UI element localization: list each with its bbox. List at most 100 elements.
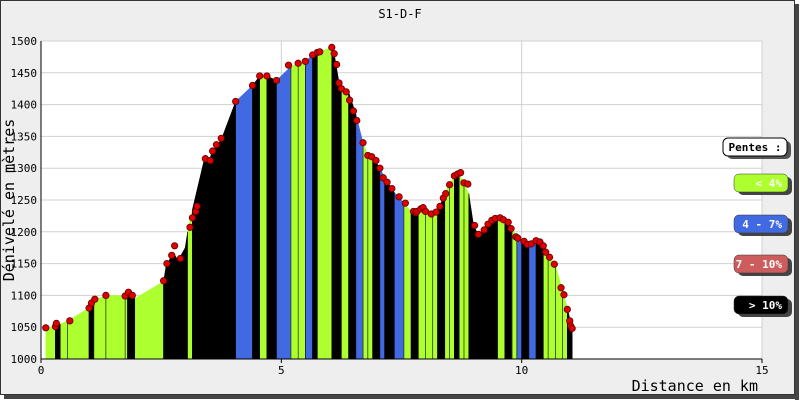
data-point <box>464 180 472 188</box>
x-tick-label: 0 <box>38 364 45 377</box>
y-tick-label: 1050 <box>11 321 38 334</box>
profile-segment <box>355 114 364 360</box>
profile-segment <box>290 62 299 360</box>
profile-segment <box>204 158 210 360</box>
profile-segment <box>521 240 530 360</box>
data-point <box>539 242 547 250</box>
data-point <box>333 60 341 69</box>
profile-segment <box>403 202 412 360</box>
profile-segment <box>372 155 381 360</box>
profile-segment <box>458 173 465 360</box>
profile-segment <box>379 168 385 360</box>
data-point <box>545 253 554 261</box>
legend-item-swatch <box>733 295 789 315</box>
profile-segment <box>266 75 277 360</box>
data-point <box>102 291 110 299</box>
y-axis-label: Dénivelé en mètres <box>0 119 18 282</box>
y-tick-label: 1450 <box>11 67 38 80</box>
x-axis-label: Distance en km <box>632 377 758 395</box>
data-point <box>163 259 171 268</box>
data-point <box>301 57 309 65</box>
data-point <box>206 156 214 165</box>
profile-segment <box>543 244 549 360</box>
profile-segment <box>124 291 128 360</box>
data-point <box>504 218 512 226</box>
profile-segment <box>547 253 556 360</box>
data-point <box>330 50 338 58</box>
legend-item-label: 4 - 7% <box>742 218 782 231</box>
y-tick-label: 1000 <box>11 353 38 366</box>
y-tick-label: 1200 <box>11 226 38 239</box>
data-point <box>232 97 240 106</box>
legend-item-label: < 4% <box>756 177 783 190</box>
data-point <box>557 284 565 292</box>
frame-shadow-right <box>795 4 799 400</box>
profile-segment <box>297 61 306 360</box>
profile-segment <box>331 47 335 360</box>
y-tick-label: 1250 <box>11 194 38 207</box>
profile-segment <box>235 84 253 360</box>
profile-segment <box>165 252 174 360</box>
data-point <box>188 214 197 222</box>
profile-segment <box>473 225 479 360</box>
profile-segment <box>511 227 518 360</box>
data-point <box>507 225 515 233</box>
data-point <box>470 221 479 230</box>
y-tick-labels: 1000 1050 1100 1150 1200 1250 1300 1350 1400 1450… <box>11 35 38 366</box>
data-point <box>52 319 60 327</box>
profile-segment <box>259 75 268 360</box>
data-point <box>91 295 99 303</box>
profile-segment <box>338 82 342 360</box>
legend-item-swatch <box>733 254 789 274</box>
data-point <box>550 260 558 268</box>
profile-segment <box>410 211 417 360</box>
slope-segments <box>45 47 573 360</box>
data-point <box>436 202 444 210</box>
data-point <box>284 61 293 69</box>
profile-segment <box>418 207 426 360</box>
profile-segment <box>437 206 441 360</box>
x-tick-labels: 0 5 10 15 <box>38 364 769 377</box>
profile-segment <box>317 47 333 360</box>
data-point <box>294 59 302 67</box>
profile-segment <box>535 240 544 360</box>
profile-segment <box>276 65 292 360</box>
profile-segment <box>184 231 188 360</box>
data-point <box>316 48 324 56</box>
data-point <box>42 324 50 332</box>
data-point <box>272 76 281 85</box>
profile-segment <box>105 295 126 360</box>
data-point <box>474 230 483 238</box>
data-point <box>159 277 168 285</box>
profile-segment <box>439 192 446 360</box>
legend-item-swatch <box>733 173 789 193</box>
data-point <box>353 116 361 125</box>
data-point <box>514 234 522 242</box>
data-point <box>171 242 179 250</box>
profile-segment <box>463 183 470 360</box>
data-point <box>248 81 257 90</box>
profile-segment <box>333 53 340 360</box>
profile-segment <box>432 212 438 360</box>
data-point <box>372 156 380 165</box>
data-point <box>349 107 358 115</box>
y-tick-label: 1350 <box>11 130 38 143</box>
y-tick-label: 1100 <box>11 289 38 302</box>
profile-segment <box>211 145 217 360</box>
data-point <box>563 305 571 313</box>
data-point <box>560 291 568 299</box>
profile-segment <box>132 294 135 360</box>
profile-segment <box>341 91 349 360</box>
data-point <box>186 223 194 231</box>
legend-item-label: > 10% <box>749 299 782 312</box>
data-point <box>128 291 136 299</box>
profile-segment <box>312 52 318 360</box>
profile-segment <box>208 152 212 360</box>
x-tick-label: 15 <box>755 364 768 377</box>
profile-segment <box>172 251 179 360</box>
data-point <box>208 147 217 155</box>
legend-title-box <box>722 137 788 157</box>
data-point <box>568 324 576 333</box>
data-point <box>395 193 403 201</box>
